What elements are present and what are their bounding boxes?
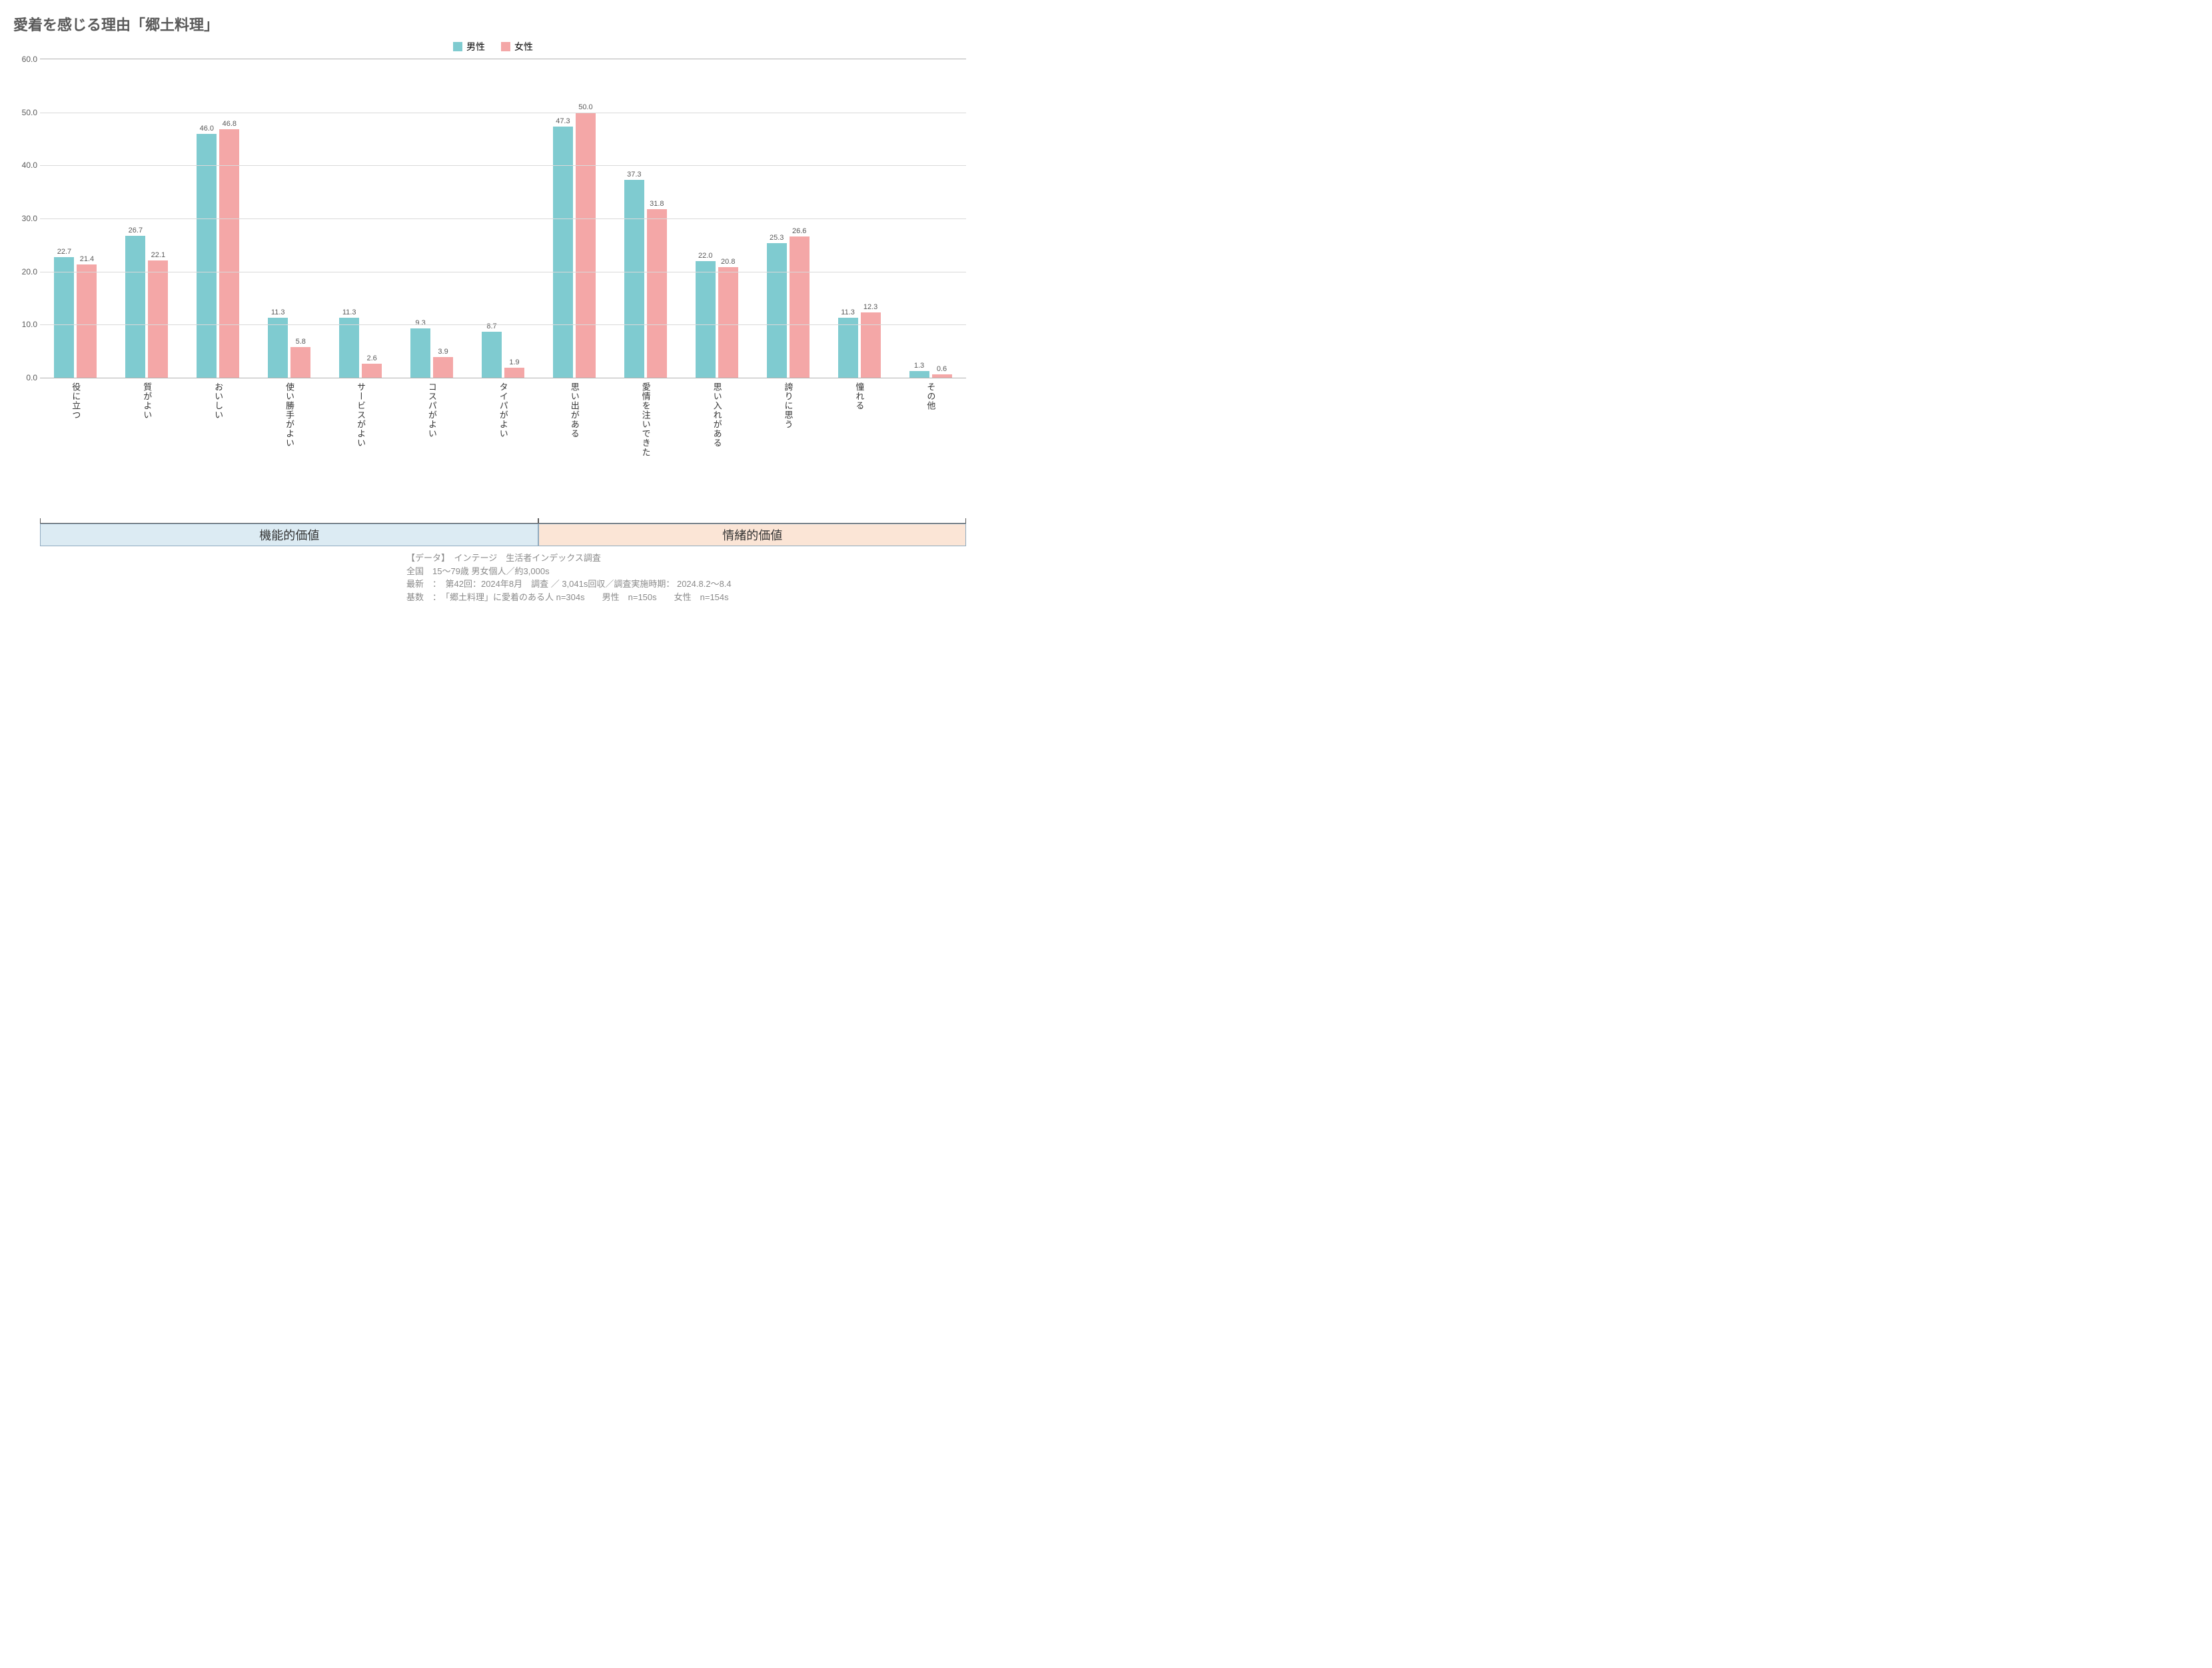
- band-label: 機能的価値: [40, 524, 538, 546]
- y-tick-label: 10.0: [15, 320, 37, 329]
- bar: 0.6: [932, 374, 952, 378]
- y-tick-label: 20.0: [15, 267, 37, 276]
- bar: 11.3: [838, 318, 858, 378]
- legend-swatch: [453, 42, 462, 51]
- x-axis-label: 憧れる: [824, 378, 895, 512]
- bar-value-label: 12.3: [863, 303, 877, 311]
- band-bracket: [40, 518, 538, 524]
- bar: 46.0: [197, 134, 217, 378]
- chart-title: 愛着を感じる理由「郷土料理」: [13, 13, 973, 35]
- bar: 3.9: [433, 357, 453, 378]
- bar-value-label: 47.3: [556, 117, 570, 125]
- x-axis-label: 使い勝手がよい: [254, 378, 325, 512]
- footnotes: 【データ】 インテージ 生活者インデックス調査全国 15～79歳 男女個人／約3…: [13, 552, 973, 604]
- legend-item-0: 男性: [453, 40, 485, 53]
- y-tick-label: 60.0: [15, 55, 37, 64]
- bar: 22.7: [54, 257, 74, 378]
- legend: 男性 女性: [13, 40, 973, 53]
- bar-value-label: 50.0: [578, 103, 592, 111]
- bar: 25.3: [767, 243, 787, 378]
- band-label: 情緒的価値: [538, 524, 966, 546]
- bar-value-label: 8.7: [486, 322, 496, 330]
- bar: 11.3: [268, 318, 288, 378]
- x-axis-label: おいしい: [183, 378, 254, 512]
- bar: 26.6: [790, 236, 810, 378]
- bar: 26.7: [125, 236, 145, 378]
- bar-value-label: 1.9: [509, 358, 519, 366]
- chart-container: 愛着を感じる理由「郷土料理」 男性女性 22.721.426.722.146.0…: [13, 13, 973, 673]
- x-axis-label: 役に立つ: [40, 378, 111, 512]
- bar-value-label: 46.8: [223, 120, 237, 128]
- bar: 11.3: [339, 318, 359, 378]
- bar-value-label: 21.4: [80, 255, 94, 263]
- bar-value-label: 26.7: [129, 226, 143, 234]
- footnote-line: 全国 15～79歳 男女個人／約3,000s: [406, 565, 973, 578]
- bar: 2.6: [362, 364, 382, 378]
- x-axis-label: サービスがよい: [325, 378, 396, 512]
- bar: 12.3: [861, 312, 881, 378]
- y-tick-label: 30.0: [15, 214, 37, 223]
- bar-value-label: 2.6: [366, 354, 376, 362]
- bar-value-label: 11.3: [841, 308, 855, 316]
- x-axis-label: タイパがよい: [468, 378, 539, 512]
- bar-value-label: 46.0: [200, 125, 214, 133]
- bar-value-label: 26.6: [792, 227, 806, 235]
- y-tick-label: 40.0: [15, 161, 37, 170]
- y-tick-label: 50.0: [15, 108, 37, 117]
- bar: 37.3: [624, 180, 644, 378]
- footnote-line: 基数 ： 「郷土料理」に愛着のある人 n=304s 男性 n=150s 女性 n…: [406, 591, 973, 604]
- x-axis-label: 誇りに思う: [752, 378, 824, 512]
- bar: 21.4: [77, 264, 97, 378]
- bar-value-label: 3.9: [438, 348, 448, 356]
- gridline: [40, 324, 966, 325]
- x-axis-label: 愛情を注いできた: [610, 378, 681, 512]
- bar-value-label: 11.3: [271, 308, 285, 316]
- x-axis-label: 思い出がある: [538, 378, 610, 512]
- bar: 50.0: [576, 113, 596, 378]
- bar-value-label: 22.1: [151, 251, 165, 259]
- bar: 20.8: [718, 267, 738, 378]
- bar-value-label: 9.3: [415, 319, 425, 327]
- x-axis-label: その他: [895, 378, 966, 512]
- bar-value-label: 25.3: [770, 234, 784, 242]
- y-tick-label: 0.0: [15, 373, 37, 382]
- plot-area: 22.721.426.722.146.046.811.35.811.32.69.…: [40, 59, 966, 378]
- legend-item-1: 女性: [501, 40, 533, 53]
- x-axis-label: コスパがよい: [396, 378, 468, 512]
- x-axis-label: 思い入れがある: [681, 378, 752, 512]
- bar-value-label: 5.8: [296, 338, 306, 346]
- bar: 46.8: [219, 129, 239, 378]
- bar-value-label: 20.8: [721, 258, 735, 266]
- bar: 9.3: [410, 328, 430, 378]
- gridline: [40, 218, 966, 219]
- gridline: [40, 165, 966, 166]
- bar: 22.1: [148, 260, 168, 378]
- bar: 47.3: [553, 127, 573, 378]
- bar-value-label: 1.3: [914, 362, 924, 370]
- bar: 22.0: [696, 261, 716, 378]
- footnote-line: 最新 ： 第42回：2024年8月 調査 ／ 3,041s回収／調査実施時期： …: [406, 578, 973, 591]
- bar: 8.7: [482, 332, 502, 378]
- bar-value-label: 31.8: [650, 200, 664, 208]
- bar-value-label: 22.0: [698, 252, 712, 260]
- x-labels: 役に立つ質がよいおいしい使い勝手がよいサービスがよいコスパがよいタイパがよい思い…: [40, 378, 966, 512]
- bar: 1.9: [504, 368, 524, 378]
- bar-value-label: 37.3: [627, 171, 641, 179]
- legend-label: 女性: [514, 40, 533, 53]
- bar: 1.3: [909, 371, 929, 378]
- category-band: 情緒的価値: [538, 518, 966, 546]
- x-axis-label: 質がよい: [111, 378, 183, 512]
- legend-swatch: [501, 42, 510, 51]
- category-band: 機能的価値: [40, 518, 538, 546]
- footnote-line: 【データ】 インテージ 生活者インデックス調査: [406, 552, 973, 565]
- band-bracket: [538, 518, 966, 524]
- bar-value-label: 0.6: [937, 365, 947, 373]
- bar-value-label: 22.7: [57, 248, 71, 256]
- bar: 31.8: [647, 209, 667, 378]
- bar-value-label: 11.3: [342, 308, 356, 316]
- bar: 5.8: [290, 347, 310, 378]
- category-bands: 機能的価値情緒的価値: [40, 518, 966, 546]
- legend-label: 男性: [466, 40, 485, 53]
